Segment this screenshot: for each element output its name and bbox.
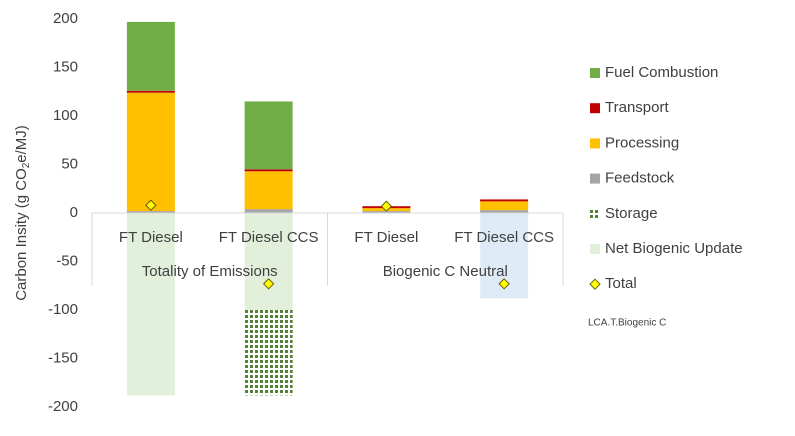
legend-label: Total [605, 275, 637, 292]
y-tick-label: -150 [48, 349, 78, 366]
legend-label: Net Biogenic Update [605, 240, 743, 257]
legend-swatch [590, 138, 600, 149]
y-axis-label: Carbon Insity (g CO2e/MJ) [13, 125, 32, 301]
bar-segment [244, 310, 293, 396]
legend-label: Processing [605, 134, 679, 151]
bar-segment [244, 209, 293, 213]
y-tick-label: -200 [48, 398, 78, 415]
bar-segment [126, 213, 175, 396]
x-tick-label: FT Diesel [354, 229, 418, 246]
annotation: LCA.T.Biogenic C [588, 318, 666, 329]
legend-label: Transport [605, 99, 669, 116]
legend-swatch [590, 208, 600, 219]
bar-segment [480, 201, 529, 211]
x-tick-label: FT Diesel [119, 229, 183, 246]
bar-segment [244, 213, 293, 310]
y-tick-label: -50 [56, 252, 78, 269]
legend-label: Feedstock [605, 170, 675, 187]
bar-segment [126, 211, 175, 213]
y-tick-label: 200 [53, 10, 78, 27]
y-tick-label: 50 [61, 155, 78, 172]
y-tick-label: 100 [53, 107, 78, 124]
legend-marker [589, 278, 601, 290]
legend-swatch [590, 173, 600, 184]
x-tick-label: FT Diesel CCS [454, 229, 554, 246]
bar-segment [362, 211, 411, 213]
bar-segment [480, 199, 529, 202]
total-marker [498, 278, 510, 290]
legend-label: Storage [605, 205, 658, 222]
legend-swatch [590, 244, 600, 254]
legend-swatch [590, 68, 600, 78]
total-marker [380, 200, 393, 212]
y-tick-label: 150 [53, 58, 78, 75]
legend-swatch [590, 103, 600, 114]
y-tick-label: -100 [48, 301, 78, 318]
group-label: Biogenic C Neutral [383, 263, 508, 280]
total-marker [262, 278, 275, 290]
bar-segment [480, 210, 529, 213]
bar-segment [244, 169, 293, 172]
group-label: Totality of Emissions [142, 263, 278, 280]
bar-segment [244, 171, 293, 210]
y-tick-label: 0 [70, 204, 78, 221]
total-marker [145, 199, 157, 211]
bar-segment [126, 21, 175, 91]
bar-segment [244, 101, 293, 170]
bar-segment [126, 90, 175, 93]
x-tick-label: FT Diesel CCS [219, 229, 319, 246]
legend-label: Fuel Combustion [605, 64, 718, 81]
bar-segment [126, 92, 175, 212]
